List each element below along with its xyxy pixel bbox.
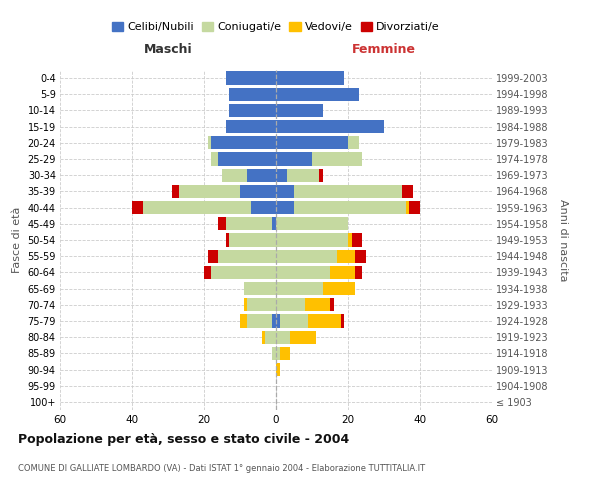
Bar — [276, 88, 359, 101]
Bar — [348, 136, 359, 149]
Bar — [312, 152, 362, 166]
Bar — [218, 152, 276, 166]
Bar — [211, 136, 276, 149]
Bar — [247, 314, 272, 328]
Bar — [208, 136, 211, 149]
Bar — [276, 152, 312, 166]
Bar — [355, 266, 362, 279]
Bar — [276, 72, 344, 85]
Bar — [330, 266, 355, 279]
Bar — [222, 168, 247, 182]
Bar — [211, 152, 218, 166]
Bar — [287, 168, 319, 182]
Bar — [272, 346, 276, 360]
Bar — [218, 250, 276, 263]
Bar — [265, 330, 276, 344]
Bar — [272, 217, 276, 230]
Bar — [276, 363, 280, 376]
Bar — [276, 234, 348, 246]
Bar — [294, 201, 406, 214]
Bar — [276, 346, 280, 360]
Bar — [280, 346, 290, 360]
Bar — [341, 314, 344, 328]
Bar — [276, 185, 294, 198]
Bar — [276, 120, 384, 134]
Bar — [229, 234, 276, 246]
Bar — [276, 298, 305, 312]
Bar — [276, 217, 348, 230]
Bar — [409, 201, 420, 214]
Bar — [226, 72, 276, 85]
Bar — [240, 314, 247, 328]
Bar — [272, 314, 276, 328]
Legend: Celibi/Nubili, Coniugati/e, Vedovi/e, Divorziati/e: Celibi/Nubili, Coniugati/e, Vedovi/e, Di… — [108, 18, 444, 37]
Bar — [402, 185, 413, 198]
Bar — [244, 298, 247, 312]
Bar — [330, 298, 334, 312]
Bar — [290, 330, 316, 344]
Bar — [319, 168, 323, 182]
Bar — [276, 314, 280, 328]
Bar — [276, 201, 294, 214]
Bar — [276, 250, 337, 263]
Bar — [305, 298, 330, 312]
Bar — [208, 250, 218, 263]
Bar — [240, 185, 276, 198]
Bar — [262, 330, 265, 344]
Text: Popolazione per età, sesso e stato civile - 2004: Popolazione per età, sesso e stato civil… — [18, 432, 349, 446]
Text: Maschi: Maschi — [143, 44, 193, 57]
Bar — [276, 136, 348, 149]
Bar — [244, 282, 276, 295]
Bar — [229, 104, 276, 117]
Bar — [276, 104, 323, 117]
Bar — [337, 250, 355, 263]
Bar — [280, 314, 308, 328]
Bar — [204, 266, 211, 279]
Bar — [229, 88, 276, 101]
Bar — [226, 234, 229, 246]
Bar — [352, 234, 362, 246]
Y-axis label: Anni di nascita: Anni di nascita — [559, 198, 568, 281]
Bar — [348, 234, 352, 246]
Bar — [218, 217, 226, 230]
Bar — [247, 168, 276, 182]
Bar — [294, 185, 402, 198]
Text: COMUNE DI GALLIATE LOMBARDO (VA) - Dati ISTAT 1° gennaio 2004 - Elaborazione TUT: COMUNE DI GALLIATE LOMBARDO (VA) - Dati … — [18, 464, 425, 473]
Bar — [211, 266, 276, 279]
Bar — [323, 282, 355, 295]
Bar — [179, 185, 240, 198]
Text: Femmine: Femmine — [352, 44, 416, 57]
Bar — [226, 120, 276, 134]
Bar — [276, 282, 323, 295]
Bar — [308, 314, 341, 328]
Bar — [276, 266, 330, 279]
Bar — [355, 250, 366, 263]
Y-axis label: Fasce di età: Fasce di età — [12, 207, 22, 273]
Bar — [276, 330, 290, 344]
Bar — [406, 201, 409, 214]
Bar — [172, 185, 179, 198]
Bar — [143, 201, 251, 214]
Bar — [132, 201, 143, 214]
Bar — [247, 298, 276, 312]
Bar — [226, 217, 272, 230]
Bar — [251, 201, 276, 214]
Bar — [276, 168, 287, 182]
